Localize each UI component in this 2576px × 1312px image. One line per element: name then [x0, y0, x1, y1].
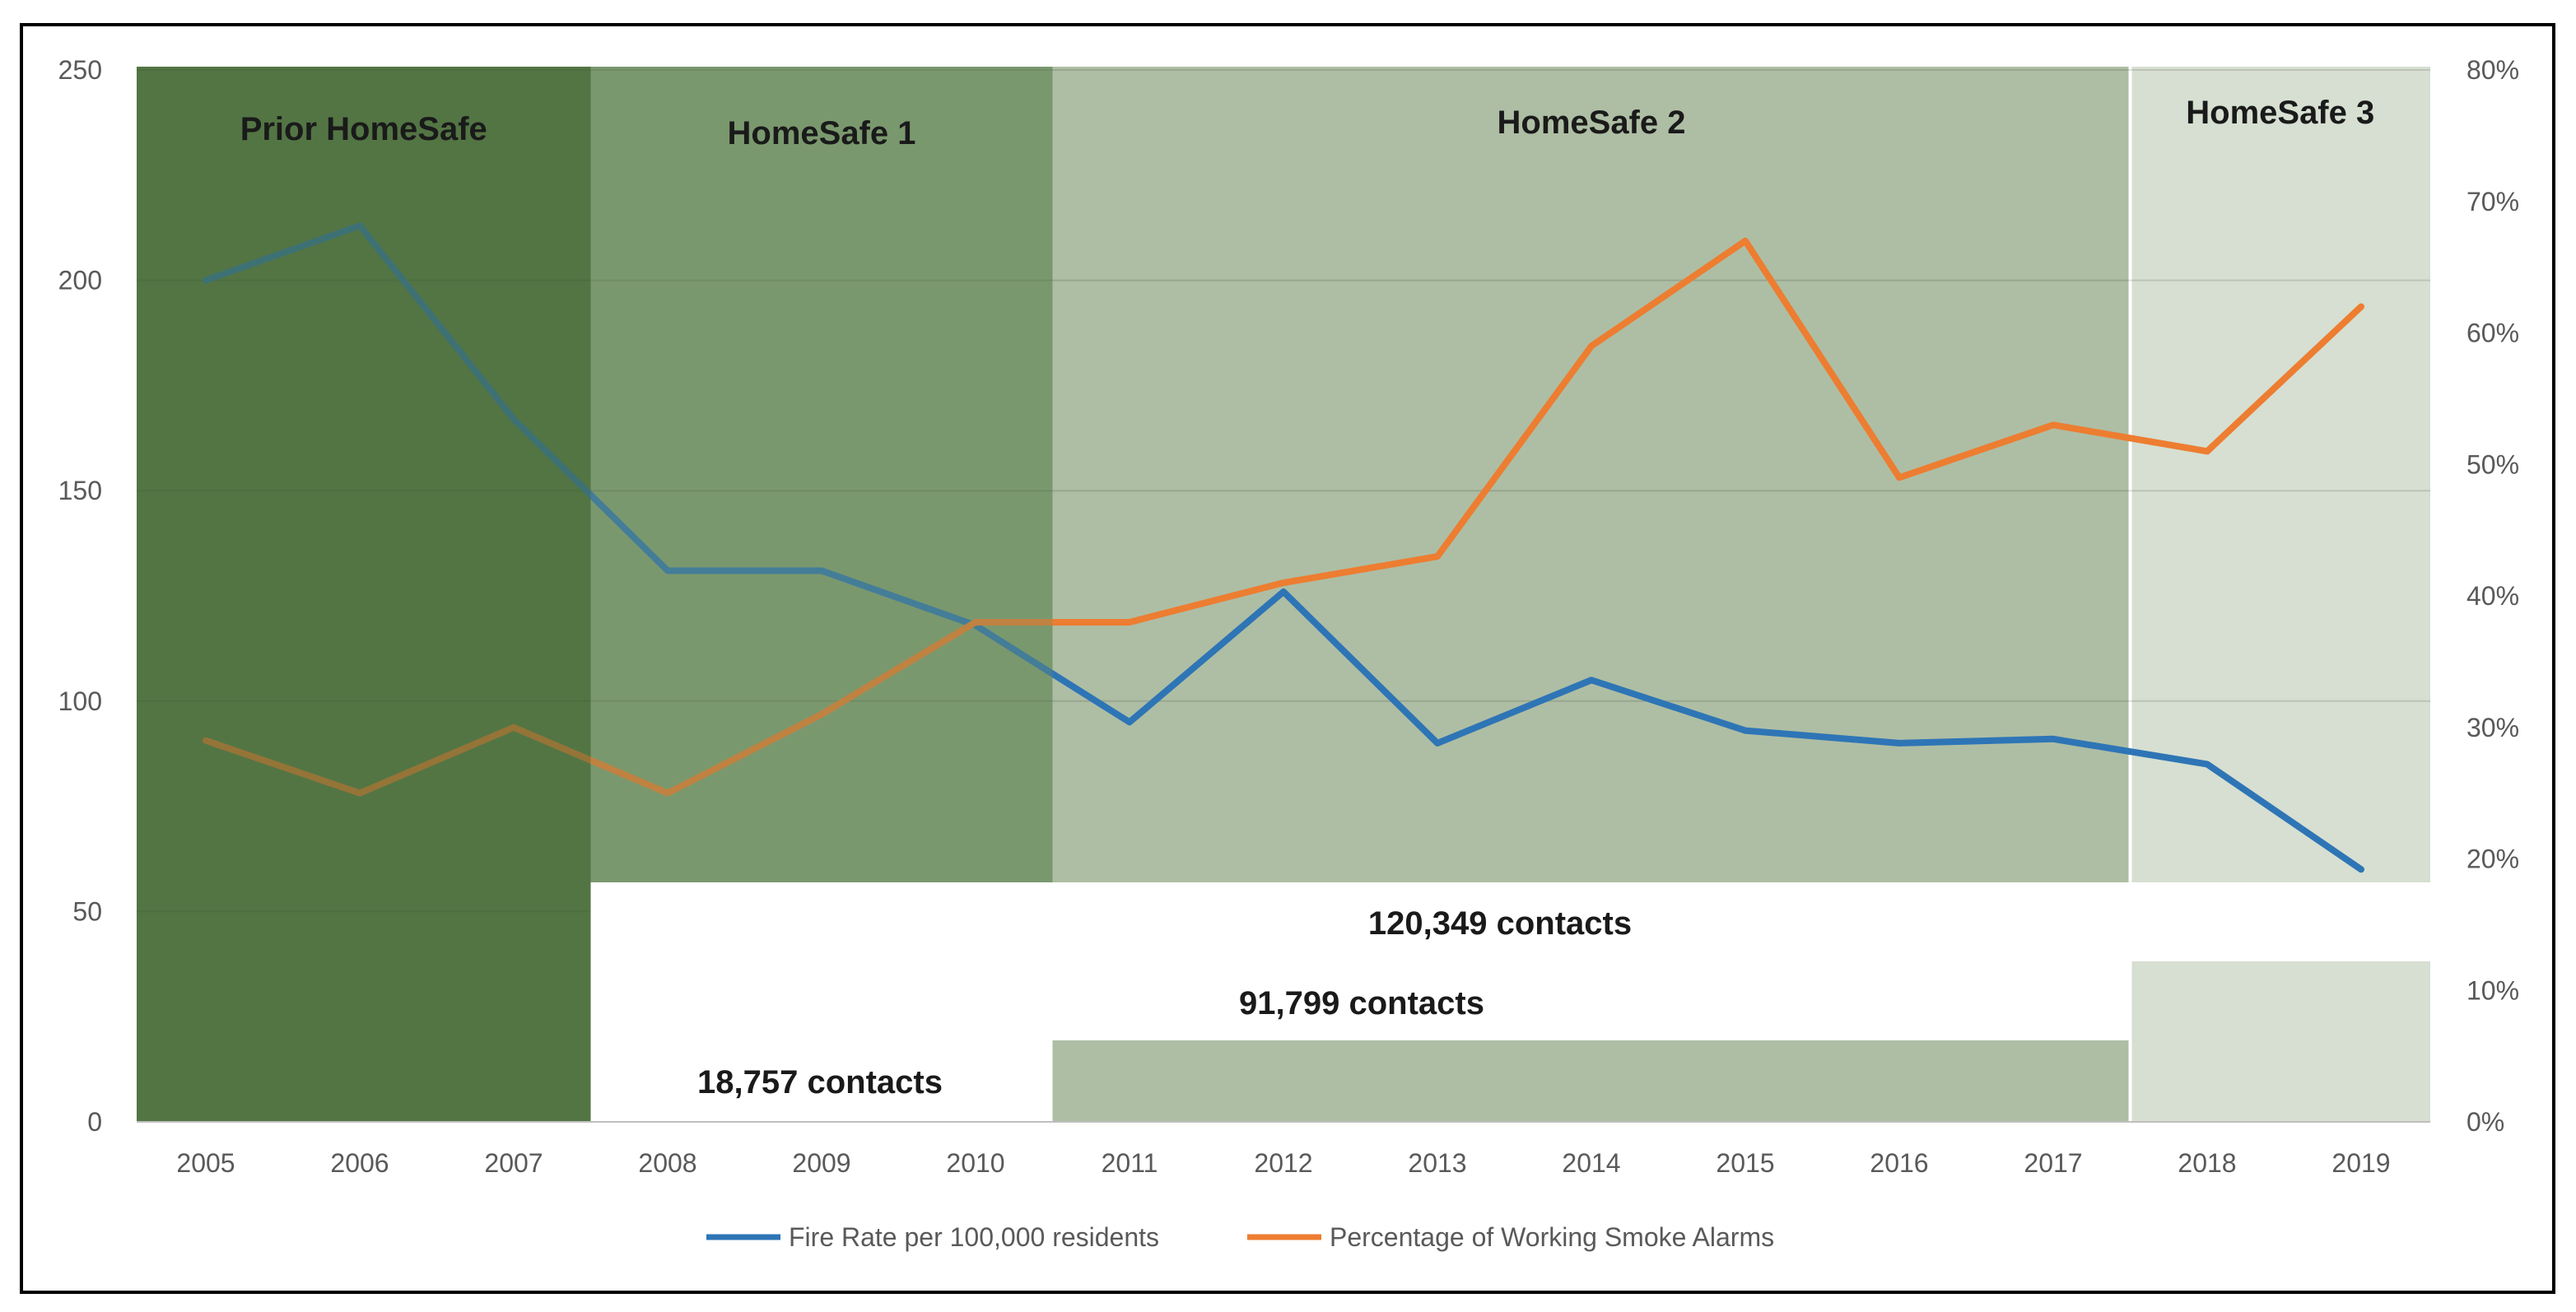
x-axis: 2005 2006 2007 2008 2009 2010 2011 2012 2013 2014… [176, 1148, 2390, 1178]
phase-label-homesafe-2: HomeSafe 2 [1498, 105, 1686, 141]
x-tick-2005: 2005 [176, 1148, 235, 1178]
x-tick-2011: 2011 [1102, 1148, 1158, 1178]
x-tick-2008: 2008 [638, 1148, 696, 1178]
x-tick-2016: 2016 [1870, 1148, 1928, 1178]
y-right-tick-0: 0% [2467, 1107, 2504, 1137]
contact-label-1: 91,799 contacts [1239, 985, 1484, 1021]
x-tick-2012: 2012 [1254, 1148, 1312, 1178]
y-axis-right: 0% 10% 20% 30% 40% 50% 60% 70% 80% [2467, 55, 2519, 1137]
phase-label-homesafe-1: HomeSafe 1 [728, 115, 916, 151]
y-right-tick-60: 60% [2467, 319, 2519, 348]
y-right-tick-80: 80% [2467, 55, 2519, 85]
contact-label-0: 120,349 contacts [1368, 905, 1632, 942]
y-right-tick-20: 20% [2467, 844, 2519, 874]
phase-band-homesafe-3 [2130, 67, 2430, 1122]
x-tick-2017: 2017 [2024, 1148, 2082, 1178]
contact-label-2: 18,757 contacts [697, 1064, 943, 1100]
x-tick-2019: 2019 [2331, 1148, 2390, 1178]
y-left-tick-0: 0 [87, 1107, 102, 1137]
contact-labels: 120,349 contacts 91,799 contacts 18,757 co… [697, 905, 1632, 1100]
phase-tint-0 [137, 67, 591, 1122]
x-tick-2010: 2010 [946, 1148, 1004, 1178]
y-left-tick-50: 50 [72, 896, 102, 926]
phase-label-prior-homesafe: Prior HomeSafe [240, 111, 487, 147]
x-tick-2014: 2014 [1562, 1148, 1620, 1178]
y-right-tick-50: 50% [2467, 449, 2519, 479]
phase-label-homesafe-3: HomeSafe 3 [2186, 95, 2374, 131]
x-tick-2009: 2009 [792, 1148, 850, 1178]
y-axis-left: 0 50 100 150 200 250 [58, 55, 102, 1137]
y-right-tick-70: 70% [2467, 187, 2519, 216]
contact-box-2 [590, 1040, 1053, 1122]
y-right-tick-10: 10% [2467, 975, 2519, 1005]
contact-box-0 [590, 882, 2430, 961]
x-tick-2015: 2015 [1716, 1148, 1774, 1178]
series-lines [137, 67, 2364, 1122]
x-tick-2006: 2006 [330, 1148, 389, 1178]
legend: Fire Rate per 100,000 residents Percenta… [706, 1222, 1774, 1252]
phase-tint-1 [590, 67, 1053, 882]
phase-labels: Prior HomeSafe HomeSafe 1 HomeSafe 2 HomeSa… [240, 95, 2375, 151]
y-right-tick-30: 30% [2467, 713, 2519, 742]
y-left-tick-100: 100 [58, 686, 102, 716]
legend-label-fire-rate: Fire Rate per 100,000 residents [789, 1222, 1159, 1252]
y-left-tick-200: 200 [58, 266, 102, 295]
contact-boxes [590, 882, 2430, 1122]
y-left-tick-250: 250 [58, 55, 102, 85]
x-tick-2013: 2013 [1408, 1148, 1466, 1178]
y-right-tick-40: 40% [2467, 581, 2519, 611]
x-tick-2018: 2018 [2178, 1148, 2236, 1178]
legend-label-smoke-alarms: Percentage of Working Smoke Alarms [1330, 1222, 1774, 1252]
y-left-tick-150: 150 [58, 476, 102, 505]
x-tick-2007: 2007 [484, 1148, 543, 1178]
contact-box-1 [590, 961, 2131, 1040]
